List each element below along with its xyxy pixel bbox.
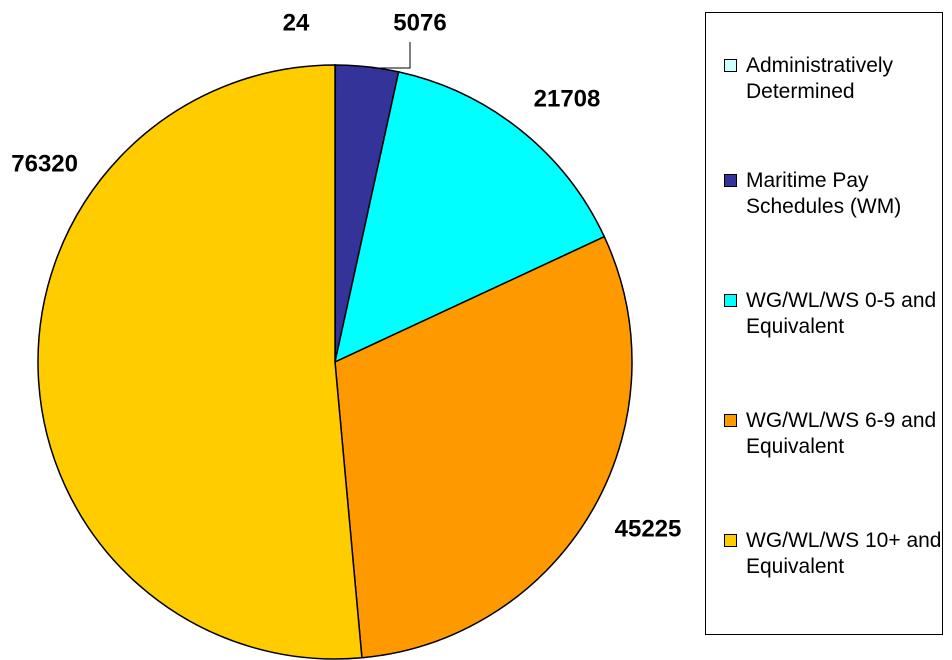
- legend-swatch: [724, 174, 737, 187]
- legend-swatch: [724, 59, 737, 72]
- pie-slice: [334, 235, 633, 659]
- leader-line: [372, 42, 411, 69]
- legend-item: WG/WL/WS 6-9 and Equivalent: [724, 408, 952, 460]
- legend-label: WG/WL/WS 10+ and Equivalent: [746, 529, 942, 578]
- legend-label: Maritime Pay Schedules (WM): [746, 169, 902, 218]
- data-label: 24: [283, 9, 310, 36]
- pie-slice: [37, 64, 363, 660]
- legend-swatch: [724, 414, 737, 427]
- legend-item: Administratively Determined: [724, 53, 952, 105]
- pie-slice: [333, 71, 606, 364]
- legend-label: WG/WL/WS 6-9 and Equivalent: [746, 409, 937, 458]
- data-label: 76320: [11, 150, 78, 177]
- legend-item: WG/WL/WS 0-5 and Equivalent: [724, 288, 952, 340]
- legend-label: Administratively Determined: [746, 54, 894, 103]
- legend: Administratively Determined Maritime Pay …: [705, 12, 943, 635]
- legend-swatch: [724, 294, 737, 307]
- legend-label: WG/WL/WS 0-5 and Equivalent: [746, 289, 937, 338]
- legend-swatch: [724, 534, 737, 547]
- data-label: 21708: [534, 85, 601, 112]
- data-label: 5076: [393, 9, 446, 36]
- legend-item: WG/WL/WS 10+ and Equivalent: [724, 528, 952, 580]
- data-label: 45225: [615, 515, 682, 542]
- legend-item: Maritime Pay Schedules (WM): [724, 168, 952, 220]
